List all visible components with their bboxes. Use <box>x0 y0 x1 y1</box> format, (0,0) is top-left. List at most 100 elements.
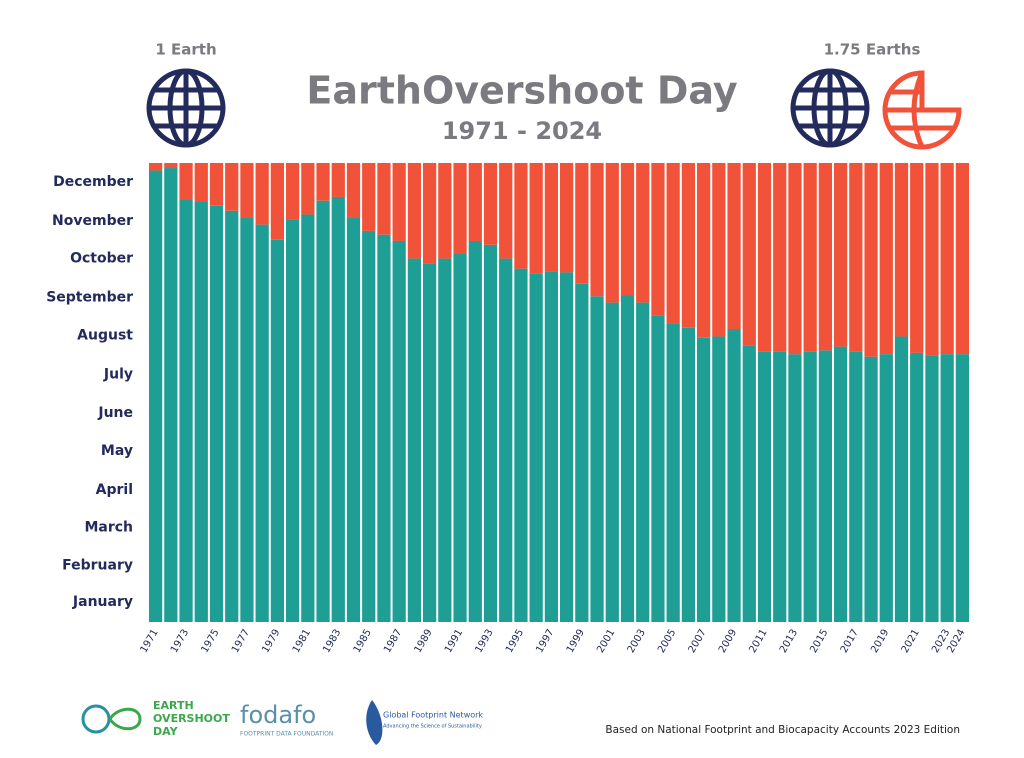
bar-segment <box>286 219 300 622</box>
bar-segment <box>179 199 193 622</box>
bar-segment <box>225 163 239 211</box>
bar-segment <box>149 163 163 171</box>
bar-segment <box>240 163 254 218</box>
bar-segment <box>864 356 878 622</box>
bar-segment <box>575 163 589 284</box>
bar-segment <box>788 163 802 355</box>
x-tick-label: 2001 <box>595 628 617 656</box>
bar-segment <box>331 163 345 197</box>
logo-earth-overshoot-day: EARTH OVERSHOOT DAY <box>81 699 230 738</box>
globe-icon <box>790 68 870 148</box>
bar-segment <box>316 200 330 623</box>
bar-segment <box>757 163 772 352</box>
bar-segment <box>438 163 452 259</box>
bar-segment <box>636 163 650 303</box>
bar-segment <box>697 163 711 338</box>
bar-segment <box>955 163 969 355</box>
x-tick-label: 2019 <box>869 628 891 656</box>
bar-segment <box>301 214 315 622</box>
bar-segment <box>301 163 315 215</box>
bar-segment <box>483 244 498 622</box>
y-tick-label: January <box>72 594 133 610</box>
chart-subtitle: 1971 - 2024 <box>442 117 602 145</box>
bar-segment <box>514 163 528 269</box>
bar-segment <box>225 210 239 622</box>
bar-segment <box>651 163 665 316</box>
bar-segment <box>894 163 909 337</box>
bar-segment <box>270 163 284 240</box>
x-tick-label: 2011 <box>747 628 769 656</box>
y-tick-label: September <box>46 290 133 306</box>
bar-segment <box>423 163 437 264</box>
bar-segment <box>255 163 269 225</box>
bar-segment <box>423 263 437 622</box>
bar-segment <box>179 163 193 200</box>
x-tick-label: 2003 <box>626 628 648 656</box>
bar-segment <box>483 163 498 245</box>
bar-segment <box>940 354 954 622</box>
bar-segment <box>468 163 482 241</box>
bar-segment <box>316 163 330 201</box>
bar-segment <box>742 163 756 346</box>
bar-segment <box>651 315 665 622</box>
x-tick-label: 1999 <box>565 628 587 656</box>
bar-segment <box>803 351 817 622</box>
logo-text: EARTH <box>153 699 194 712</box>
y-tick-label: April <box>96 482 133 498</box>
bar-segment <box>209 205 224 622</box>
bar-segment <box>529 163 543 274</box>
x-tick-label: 1981 <box>291 628 313 656</box>
logo-gfn: Global Footprint Network <box>383 711 483 720</box>
y-tick-label: July <box>103 366 133 382</box>
x-tick-label: 1993 <box>473 628 495 656</box>
y-tick-label: August <box>77 327 133 343</box>
bar-segment <box>499 258 513 622</box>
x-tick-label: 2007 <box>687 628 709 656</box>
bar-segment <box>164 168 178 622</box>
bar-segment <box>940 163 954 355</box>
x-tick-label: 1971 <box>139 628 161 656</box>
x-tick-label: 1973 <box>169 628 191 656</box>
x-tick-label: 1985 <box>352 628 374 656</box>
bar-segment <box>605 163 619 303</box>
right-note: 1.75 Earths <box>824 41 921 59</box>
bar-segment <box>377 234 391 623</box>
x-tick-label: 2005 <box>656 628 678 656</box>
bar-segment <box>788 354 802 622</box>
bar-segment <box>346 163 361 218</box>
y-tick-label: June <box>97 405 133 421</box>
left-note: 1 Earth <box>155 41 216 59</box>
bar-segment <box>803 163 817 352</box>
chart-title: EarthOvershoot Day <box>306 69 737 113</box>
bar-segment <box>742 345 756 622</box>
x-tick-label: 1979 <box>260 628 282 656</box>
bar-segment <box>575 283 589 622</box>
x-tick-label: 2013 <box>778 628 800 656</box>
bar-segment <box>407 258 421 622</box>
x-tick-label: 1991 <box>443 628 465 656</box>
bar-segment <box>620 163 635 296</box>
x-tick-label: 2009 <box>717 628 739 656</box>
bar-segment <box>712 336 726 622</box>
logo-gfn-sub: Advancing the Science of Sustainability <box>383 724 482 730</box>
bar-segment <box>392 163 406 241</box>
bar-segment <box>544 271 558 622</box>
bar-segment <box>666 323 680 622</box>
logo-fodafo: fodafo <box>240 701 316 729</box>
bar-segment <box>514 268 528 622</box>
bar-segment <box>620 295 635 622</box>
bar-segment <box>560 272 574 622</box>
bar-segment <box>712 163 726 337</box>
x-tick-label: 1997 <box>534 628 556 656</box>
bar-segment <box>560 163 574 273</box>
bar-segment <box>407 163 421 259</box>
bar-segment <box>636 302 650 622</box>
bar-segment <box>362 230 376 622</box>
bar-segment <box>209 163 224 206</box>
bar-segment <box>194 163 208 202</box>
bar-segment <box>727 328 741 622</box>
y-tick-label: February <box>62 557 133 573</box>
bar-segment <box>605 302 619 622</box>
bar-segment <box>879 354 893 622</box>
x-tick-label: 1983 <box>321 628 343 656</box>
